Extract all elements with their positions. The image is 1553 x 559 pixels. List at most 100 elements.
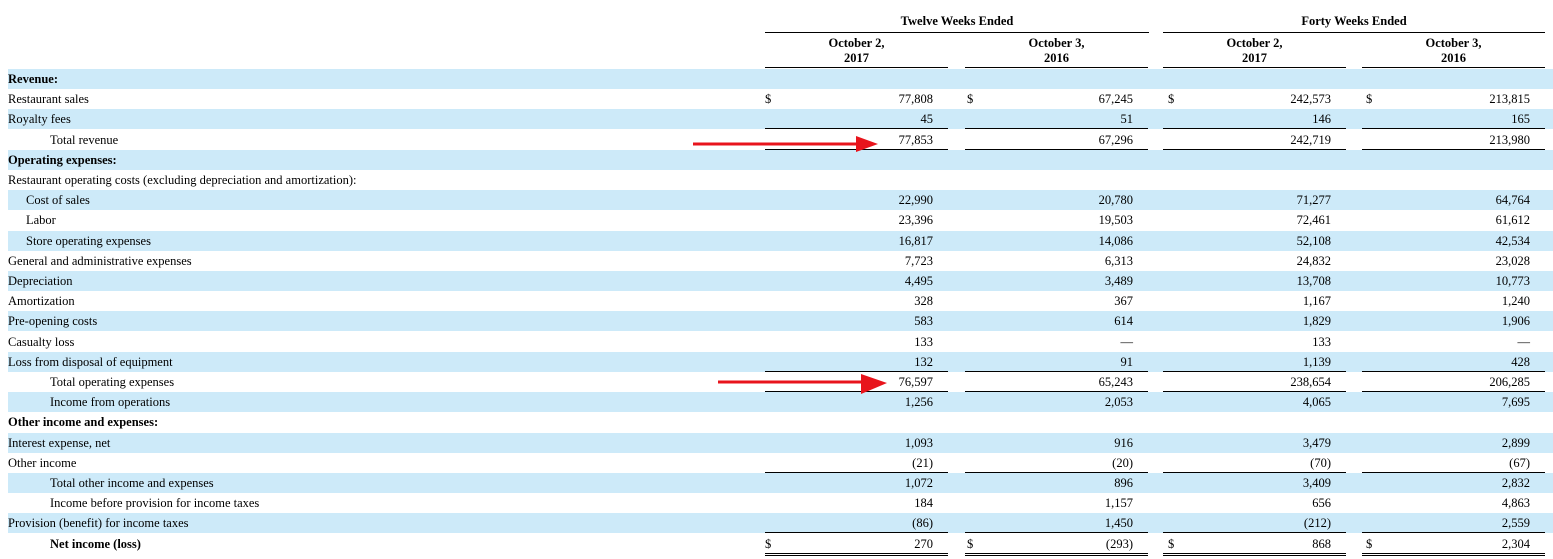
total-rule <box>765 532 948 534</box>
row-value-col3: 1,139 <box>1302 354 1331 369</box>
row-label: Other income and expenses: <box>8 415 159 430</box>
row-value-col3: 133 <box>1312 334 1331 349</box>
double-rule <box>1163 554 1346 556</box>
row-value-col3: (212) <box>1303 516 1331 531</box>
row-value-col3: 656 <box>1312 496 1331 511</box>
table-row: Pre-opening costs 583 614 1,829 1,906 <box>8 311 1553 332</box>
total-rule <box>765 471 948 473</box>
header-col1: October 2, 2017 <box>765 36 948 66</box>
table-row: Restaurant operating costs (excluding de… <box>8 170 1553 190</box>
row-value-col3: 72,461 <box>1296 213 1331 228</box>
row-label: Income before provision for income taxes <box>50 496 260 511</box>
header-col4-line2: 2016 <box>1441 51 1466 65</box>
table-row: Interest expense, net 1,093 916 3,479 2,899 <box>8 432 1553 453</box>
double-rule <box>1362 554 1545 556</box>
header-twelve-weeks-rule <box>765 32 1149 33</box>
row-value-col3: 242,573 <box>1290 92 1331 107</box>
row-label: Income from operations <box>50 395 171 410</box>
table-row: Income before provision for income taxes… <box>8 493 1553 513</box>
row-label: Pre-opening costs <box>8 314 98 329</box>
table-row: Labor 23,396 19,503 72,461 61,612 <box>8 210 1553 230</box>
row-value-col1: 45 <box>920 112 934 127</box>
total-rule <box>1362 148 1545 150</box>
total-rule <box>1163 391 1346 392</box>
row-value-col3: 868 <box>1312 536 1331 551</box>
total-rule <box>1163 471 1346 473</box>
row-value-col2: 91 <box>1120 354 1134 369</box>
row-value-col1: (86) <box>912 516 933 531</box>
row-value-col1: (21) <box>912 455 933 470</box>
row-value-col2: 2,053 <box>1104 395 1133 410</box>
row-value-col2: — <box>1120 334 1134 349</box>
row-label: Labor <box>26 213 56 228</box>
header-col3-line1: October 2, <box>1226 36 1283 50</box>
row-value-col1: 328 <box>914 294 933 309</box>
row-value-col2: 3,489 <box>1104 274 1133 288</box>
total-rule <box>1362 370 1545 372</box>
table-row: Other income and expenses: <box>8 412 1553 432</box>
row-label: Restaurant operating costs (excluding de… <box>8 173 357 187</box>
table-row: Casualty loss 133 — 133 — <box>8 332 1553 352</box>
row-value-col2: 20,780 <box>1098 193 1133 208</box>
row-value-col1: 76,597 <box>898 375 933 389</box>
row-value-col4: 2,832 <box>1501 476 1530 490</box>
table-row: Loss from disposal of equipment 132 91 1,13… <box>8 351 1553 372</box>
row-value-col4: 2,899 <box>1501 435 1530 450</box>
header-col1-rule <box>765 67 948 68</box>
header-col2-rule <box>965 67 1148 68</box>
row-label: Loss from disposal of equipment <box>8 354 173 369</box>
header-col2-line1: October 3, <box>1028 36 1085 50</box>
currency-symbol: $ <box>967 92 974 107</box>
row-value-col1: 7,723 <box>904 253 933 268</box>
total-rule <box>965 552 1148 554</box>
header-forty-weeks: Forty Weeks Ended <box>1301 14 1407 28</box>
row-value-col2: 65,243 <box>1098 375 1133 389</box>
row-value-col4: 206,285 <box>1489 375 1530 389</box>
header-twelve-weeks: Twelve Weeks Ended <box>900 14 1014 28</box>
row-value-col1: 4,495 <box>904 274 933 288</box>
row-value-col2: (293) <box>1105 536 1133 551</box>
row-label: Store operating expenses <box>26 233 151 248</box>
total-rule <box>765 552 948 554</box>
row-value-col4: 2,559 <box>1501 516 1530 531</box>
total-rule <box>765 128 948 130</box>
table-row: Store operating expenses 16,817 14,086 52,1… <box>8 230 1553 251</box>
row-value-col2: 67,296 <box>1098 132 1133 147</box>
table-row: Restaurant sales $77,808 $67,245 $242,573 $2… <box>8 89 1553 109</box>
row-value-col4: 213,980 <box>1489 132 1530 147</box>
row-value-col3: 4,065 <box>1302 395 1331 410</box>
table-row: Provision (benefit) for income taxes (86)… <box>8 513 1553 534</box>
row-value-col4: 1,240 <box>1501 294 1530 309</box>
header-col2-line2: 2016 <box>1044 51 1069 65</box>
total-rule <box>765 391 948 392</box>
row-value-col4: 7,695 <box>1501 395 1530 410</box>
row-value-col1: 1,093 <box>904 435 933 450</box>
row-value-col2: 916 <box>1114 435 1133 450</box>
table-row: Operating expenses: <box>8 149 1553 170</box>
row-value-col2: 367 <box>1114 294 1133 309</box>
row-label: Total other income and expenses <box>50 476 214 490</box>
currency-symbol: $ <box>1366 536 1373 551</box>
double-rule <box>765 554 948 556</box>
row-value-col2: 14,086 <box>1098 233 1133 248</box>
row-value-col1: 184 <box>914 496 933 511</box>
header-col1-line2: 2017 <box>844 51 869 65</box>
total-rule <box>965 148 1148 150</box>
header-col4-rule <box>1362 67 1545 68</box>
total-rule <box>965 391 1148 392</box>
row-label: Restaurant sales <box>8 92 89 107</box>
row-value-col1: 270 <box>914 536 933 551</box>
row-value-col4: 165 <box>1511 112 1530 127</box>
row-value-col3: 24,832 <box>1296 253 1331 268</box>
row-value-col3: 146 <box>1312 112 1331 127</box>
total-rule <box>1163 148 1346 150</box>
row-value-col2: 51 <box>1120 112 1134 127</box>
row-value-col2: 19,503 <box>1098 213 1133 228</box>
double-rule <box>965 554 1148 556</box>
total-rule <box>765 370 948 372</box>
arrow-total-operating-expenses-icon <box>718 374 887 394</box>
row-value-col1: 1,072 <box>904 476 933 490</box>
row-value-col3: 71,277 <box>1296 193 1331 208</box>
table-row: Amortization 328 367 1,167 1,240 <box>8 291 1553 311</box>
total-rule <box>1163 370 1346 372</box>
